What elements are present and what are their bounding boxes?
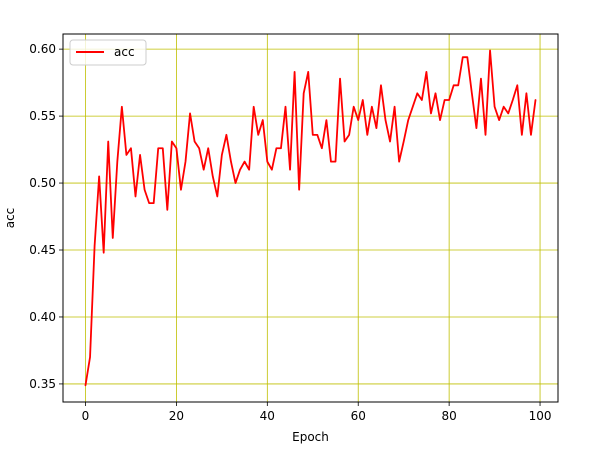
legend-label-acc: acc xyxy=(114,45,135,59)
y-axis-label: acc xyxy=(3,208,17,229)
series-line-acc xyxy=(84,49,537,387)
legend-box xyxy=(69,39,147,66)
plot-frame xyxy=(62,33,559,403)
ticks: 0 20 40 60 80 100 0.35 0.40 0.45 0.50 0.55 0.60 xyxy=(29,42,551,423)
y-tick-label: 0.60 xyxy=(29,42,56,56)
y-tick-label: 0.45 xyxy=(29,243,56,257)
x-tick-label: 80 xyxy=(441,409,456,423)
x-tick-label: 0 xyxy=(82,409,90,423)
y-tick-label: 0.40 xyxy=(29,310,56,324)
x-tick-label: 40 xyxy=(260,409,275,423)
legend: acc xyxy=(69,39,147,66)
y-tick-label: 0.55 xyxy=(29,109,56,123)
series-layer xyxy=(84,49,537,387)
y-tick-label: 0.50 xyxy=(29,176,56,190)
x-axis-label: Epoch xyxy=(292,430,329,444)
y-tick-label: 0.35 xyxy=(29,377,56,391)
x-tick-label: 20 xyxy=(169,409,184,423)
x-tick-label: 100 xyxy=(529,409,552,423)
x-tick-label: 60 xyxy=(351,409,366,423)
